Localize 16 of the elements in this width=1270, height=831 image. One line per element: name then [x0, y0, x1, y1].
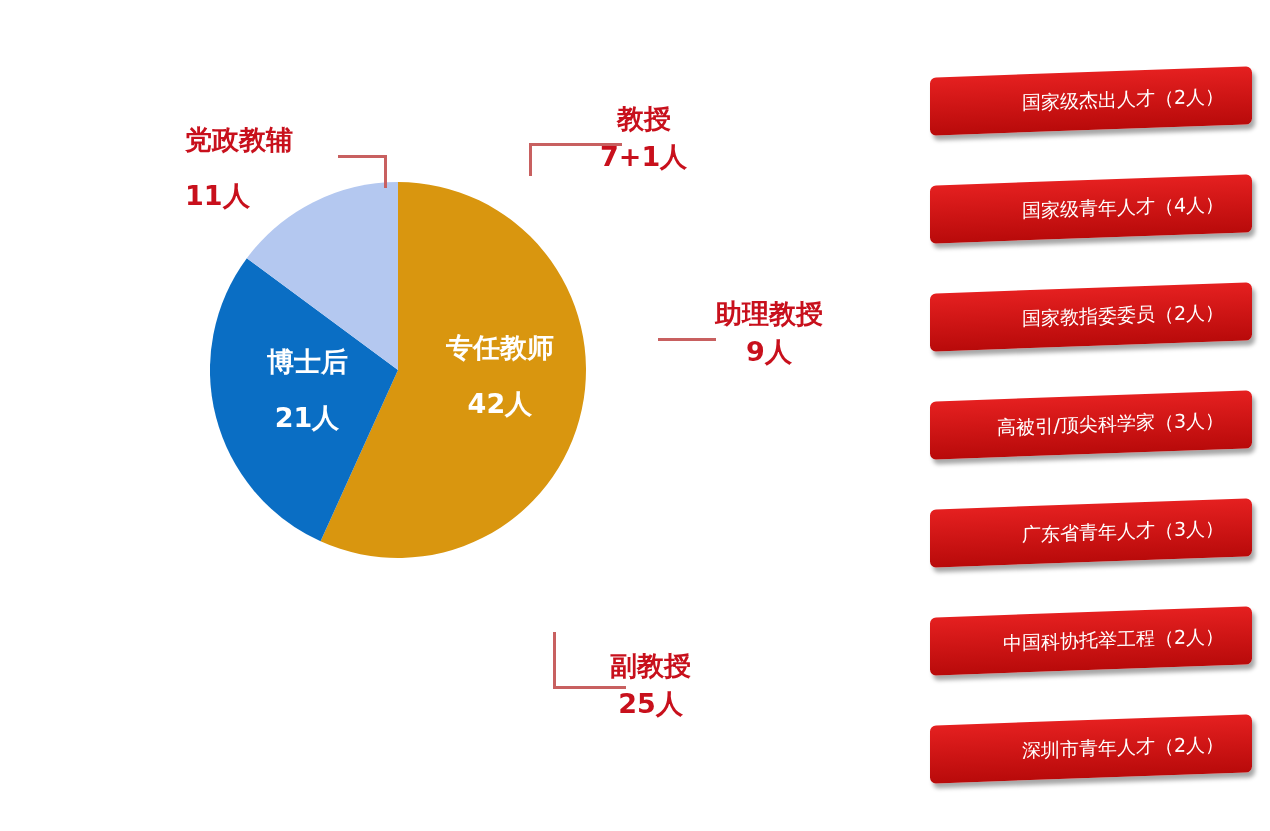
text: 高被引/顶尖科学家（3人）	[996, 407, 1224, 441]
text: 教授 7+1人	[600, 102, 688, 174]
slice-label: 专任教师	[444, 331, 554, 363]
text: 助理教授 9人	[715, 297, 823, 369]
text: 中国科协托举工程（2人）	[1002, 623, 1224, 657]
data-label: 11人	[185, 180, 250, 211]
slice-label: 博士后	[265, 345, 348, 377]
text: 国家级杰出人才（2人）	[1021, 83, 1224, 116]
data-label: 42人	[467, 387, 534, 419]
text: 国家教指委委员（2人）	[1021, 299, 1224, 332]
text: 副教授 25人	[610, 649, 691, 721]
text: 国家级青年人才（4人）	[1021, 191, 1224, 224]
data-label: 21人	[274, 401, 341, 433]
text: 广东省青年人才（3人）	[1021, 515, 1224, 548]
text: 深圳市青年人才（2人）	[1021, 731, 1224, 764]
slice-label: 党政教辅	[185, 124, 293, 155]
